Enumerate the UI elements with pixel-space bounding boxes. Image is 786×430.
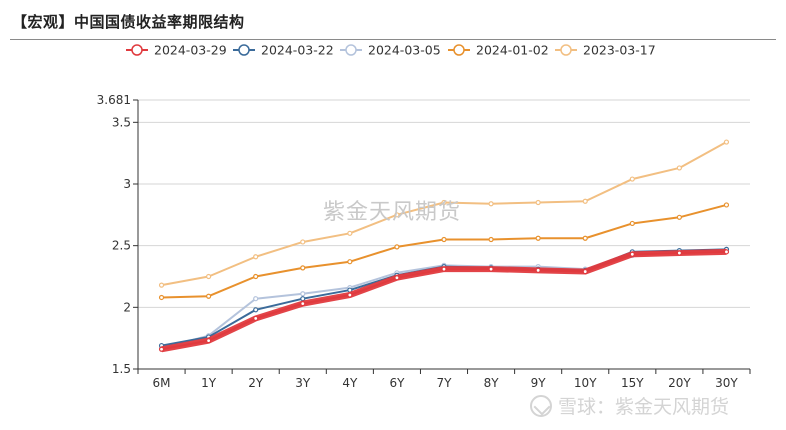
x-tick-label: 8Y xyxy=(484,376,500,390)
data-point xyxy=(535,199,541,206)
watermark-corner: 雪球：紫金天风期货 xyxy=(530,392,729,419)
x-tick-label: 6M xyxy=(153,376,171,390)
data-point xyxy=(394,275,400,281)
legend-label: 2024-01-02 xyxy=(476,43,549,58)
data-point xyxy=(347,292,353,298)
legend-item-2024-03-22: 2024-03-22 xyxy=(233,43,334,58)
legend-marker xyxy=(131,44,143,56)
x-tick-label: 10Y xyxy=(574,376,597,390)
grid-layer xyxy=(138,99,750,308)
data-point xyxy=(253,315,259,322)
legend-marker xyxy=(560,44,572,56)
x-tick-label: 7Y xyxy=(437,376,453,390)
data-point xyxy=(488,201,494,207)
data-point xyxy=(253,296,259,302)
series-line-highlight xyxy=(160,248,727,353)
y-tick-label: 2.5 xyxy=(112,239,131,253)
x-tick-label: 9Y xyxy=(531,376,547,390)
data-point xyxy=(488,266,494,272)
x-tick-label: 20Y xyxy=(668,376,691,390)
data-point xyxy=(300,296,306,302)
data-point xyxy=(535,267,541,273)
data-point xyxy=(441,199,447,206)
data-point xyxy=(676,250,682,256)
data-point xyxy=(441,236,447,243)
legend-item-2024-01-02: 2024-01-02 xyxy=(448,43,549,58)
data-point xyxy=(158,282,165,288)
watermark-center: 紫金天风期货 xyxy=(323,200,462,225)
legend-item-2024-03-05: 2024-03-05 xyxy=(340,43,441,58)
legend-label: 2024-03-05 xyxy=(368,43,441,58)
series-2024-01-02 xyxy=(158,202,730,301)
x-tick-label: 4Y xyxy=(342,376,358,390)
legend-item-2023-03-17: 2023-03-17 xyxy=(555,43,656,58)
y-tick-label: 1.5 xyxy=(112,362,131,376)
data-point xyxy=(347,230,353,236)
data-point xyxy=(676,165,682,171)
y-tick-label: 3.5 xyxy=(112,115,131,129)
data-point xyxy=(488,236,494,243)
data-point xyxy=(158,294,165,301)
data-point xyxy=(394,244,400,250)
series-layer xyxy=(158,139,730,353)
axis-layer: 1.5 2 2.5 3 3.5 3.681 6M 1Y 2Y 3Y 4Y 6Y 7Y 8Y 9Y 10Y 15Y… xyxy=(97,93,751,390)
legend: 2024-03-29 2024-03-22 2024-03-05 2024-01-02… xyxy=(126,43,656,58)
data-point xyxy=(723,202,730,208)
xueqiu-logo-icon xyxy=(530,394,552,417)
legend-item-2024-03-29: 2024-03-29 xyxy=(126,43,227,58)
data-point xyxy=(676,214,682,220)
y-tick-label: 2 xyxy=(123,300,131,314)
series-2024-03-22 xyxy=(158,246,730,349)
data-point xyxy=(300,265,306,271)
data-point xyxy=(582,198,588,204)
series-2023-03-17 xyxy=(158,139,730,288)
legend-label: 2024-03-29 xyxy=(154,43,227,58)
y-tick-label: 3 xyxy=(123,177,131,191)
data-point xyxy=(206,273,212,280)
data-point xyxy=(158,346,165,352)
x-tick-label: 30Y xyxy=(715,376,738,390)
chart-title: 【宏观】中国国债收益率期限结构 xyxy=(12,13,245,31)
data-point xyxy=(629,220,635,227)
data-point xyxy=(206,338,212,344)
y-tick-label: 3.681 xyxy=(97,93,131,107)
legend-label: 2023-03-17 xyxy=(583,43,656,58)
data-point xyxy=(300,239,306,245)
data-point xyxy=(629,176,635,182)
series-2024-03-29 xyxy=(158,248,730,353)
data-point xyxy=(582,268,588,275)
data-point xyxy=(300,291,306,297)
data-point xyxy=(394,212,400,218)
data-point xyxy=(253,254,259,260)
watermark-corner-text: 雪球：紫金天风期货 xyxy=(558,396,730,418)
x-tick-label: 3Y xyxy=(295,376,311,390)
data-point xyxy=(582,235,588,241)
data-point xyxy=(206,293,212,299)
legend-marker xyxy=(238,44,250,56)
data-point xyxy=(347,259,353,265)
x-tick-label: 6Y xyxy=(389,376,405,390)
data-point xyxy=(441,266,447,272)
title-divider xyxy=(10,39,776,40)
legend-marker xyxy=(345,44,357,56)
x-tick-label: 15Y xyxy=(621,376,644,390)
data-point xyxy=(535,235,541,241)
legend-label: 2024-03-22 xyxy=(261,43,334,58)
data-point xyxy=(253,307,259,313)
data-point xyxy=(723,139,730,145)
x-tick-label: 1Y xyxy=(201,376,217,390)
series-2024-03-05 xyxy=(158,246,730,351)
data-point xyxy=(300,301,306,307)
data-point xyxy=(629,251,635,257)
x-tick-label: 2Y xyxy=(248,376,264,390)
data-point xyxy=(723,249,730,255)
legend-marker xyxy=(453,44,465,56)
data-point xyxy=(253,273,259,280)
